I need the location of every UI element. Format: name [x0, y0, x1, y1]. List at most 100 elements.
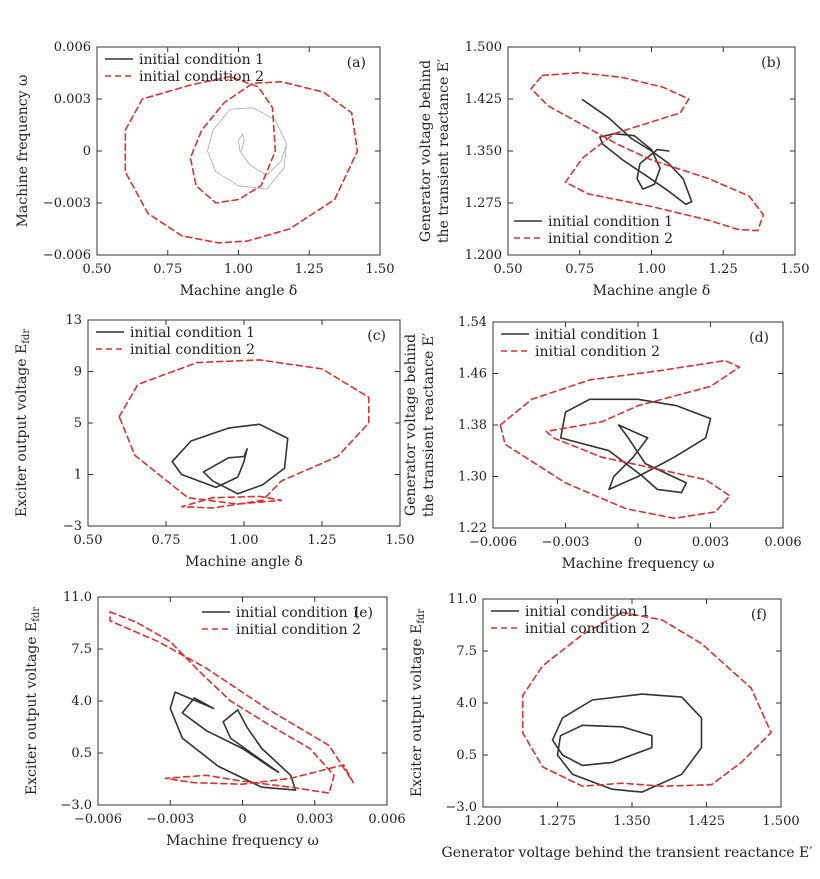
x-tick-label: −0.006	[74, 812, 122, 827]
x-tick-label: 0	[634, 535, 642, 550]
legend-label: initial condition 2	[525, 621, 650, 637]
y-tick-label: 1.46	[458, 367, 487, 382]
chart-panel-2: 0.50 0.75 1.00 1.25 1.50 1.200 1.275 1.350 1.425…	[418, 40, 809, 299]
legend-label: initial condition 1	[236, 605, 361, 621]
y-tick-label: 9	[74, 365, 82, 380]
chart-panel-6: 1.200 1.275 1.350 1.425 1.500 −3.0 0.5 4.0 7.5 11…	[409, 592, 812, 861]
y-tick-label: 1.38	[458, 418, 487, 433]
x-tick-label: −0.006	[469, 535, 517, 550]
series-line-2	[530, 71, 765, 232]
panel-label: (f)	[751, 607, 767, 623]
y-tick-label: 0.006	[54, 40, 91, 55]
x-tick-label: 1.200	[464, 814, 501, 829]
y-tick-label: −0.006	[43, 248, 91, 263]
x-axis-label: Machine frequency ω	[166, 833, 319, 849]
x-tick-label: 1.25	[709, 262, 738, 277]
y-tick-label: 0.5	[456, 748, 477, 763]
y-axis-label: Exciter output voltage Efdr	[409, 609, 427, 797]
x-tick-label: 1.25	[308, 533, 337, 548]
series-line-1	[171, 423, 289, 495]
series-line-1	[559, 398, 712, 494]
x-axis-label: Machine frequency ω	[562, 556, 715, 572]
legend-label: initial condition 1	[548, 214, 673, 230]
y-axis-label: Generator voltage behind the transient re…	[403, 333, 437, 517]
legend-label: initial condition 1	[139, 52, 264, 68]
y-tick-label: 13	[65, 313, 82, 328]
y-tick-label: 0.003	[54, 92, 91, 107]
y-tick-label: 0.5	[71, 746, 92, 761]
legend-label: initial condition 2	[548, 231, 673, 247]
chart-panel-1: 0.50 0.75 1.00 1.25 1.50 −0.006 −0.003 0 0.003 0.…	[15, 40, 394, 299]
x-tick-label: 1.500	[762, 814, 799, 829]
svg-text:Generator voltage behind: Generator voltage behind	[418, 60, 434, 242]
x-tick-label: −0.003	[146, 812, 194, 827]
y-tick-label: 11.0	[448, 592, 477, 607]
legend-label: initial condition 1	[535, 327, 660, 343]
x-axis-label: Machine angle δ	[593, 283, 711, 299]
x-tick-label: 0.75	[152, 533, 181, 548]
x-tick-label: 0.50	[83, 262, 112, 277]
chart-panel-5: −0.006 −0.003 0 0.003 0.006 −3.0 0.5 4.0 7.5 11.0…	[24, 590, 406, 849]
x-tick-label: 1.00	[637, 262, 666, 277]
x-tick-label: 0.006	[764, 535, 801, 550]
svg-text:Exciter output voltage Efdr: Exciter output voltage Efdr	[409, 609, 427, 797]
series-line-2	[499, 359, 741, 520]
chart-panel-4: −0.006 −0.003 0 0.003 0.006 1.22 1.30 1.38 1.46 1…	[403, 315, 802, 572]
svg-text:Exciter output voltage Efdr: Exciter output voltage Efdr	[24, 607, 42, 795]
x-tick-label: 1.425	[688, 814, 725, 829]
panel-label: (e)	[354, 605, 373, 621]
x-tick-label: 1.350	[613, 814, 650, 829]
x-tick-label: 0	[238, 812, 246, 827]
legend-label: initial condition 1	[130, 325, 255, 341]
x-tick-label: 0.50	[74, 533, 103, 548]
series-line-2	[124, 75, 359, 244]
y-tick-label: 0	[83, 144, 91, 159]
x-tick-label: −0.003	[541, 535, 589, 550]
svg-text:the transient reactance E′: the transient reactance E′	[421, 333, 437, 517]
y-tick-label: 1.30	[458, 470, 487, 485]
panel-label: (d)	[749, 330, 769, 346]
y-tick-label: 4.0	[456, 696, 477, 711]
y-tick-label: 1.500	[465, 40, 502, 55]
legend-label: initial condition 2	[236, 622, 361, 638]
y-tick-label: 1.425	[465, 92, 502, 107]
x-tick-label: 1.00	[230, 533, 259, 548]
x-tick-label: 1.00	[224, 262, 253, 277]
y-tick-label: 5	[74, 416, 82, 431]
y-tick-label: −3	[63, 519, 82, 534]
legend-label: initial condition 1	[525, 604, 650, 620]
y-tick-label: 7.5	[71, 642, 92, 657]
x-axis-label: Generator voltage behind the transient r…	[442, 845, 813, 861]
x-tick-label: 1.50	[366, 262, 395, 277]
svg-text:Exciter output voltage Efdr: Exciter output voltage Efdr	[14, 329, 32, 517]
legend-label: initial condition 2	[139, 69, 264, 85]
series-line-2	[118, 359, 370, 509]
series-line-2	[109, 611, 355, 794]
y-tick-label: 1.22	[458, 521, 487, 536]
svg-text:Machine frequency ω: Machine frequency ω	[15, 75, 31, 228]
y-tick-label: 11.0	[63, 590, 92, 605]
x-tick-label: 0.50	[494, 262, 523, 277]
series-line-1	[169, 691, 297, 791]
y-tick-label: 1.275	[465, 196, 502, 211]
y-tick-label: 1.350	[465, 144, 502, 159]
x-tick-label: 1.50	[781, 262, 810, 277]
chart-panel-3: 0.50 0.75 1.00 1.25 1.50 −3 1 5 9 13 (c) initial co…	[14, 313, 414, 570]
y-tick-label: −3.0	[445, 800, 477, 815]
panel-label: (a)	[347, 55, 366, 71]
y-tick-label: 1.200	[465, 248, 502, 263]
legend-label: initial condition 2	[535, 344, 660, 360]
series-line-1	[551, 693, 703, 793]
series-line-2	[521, 611, 772, 787]
y-tick-label: 4.0	[71, 694, 92, 709]
x-tick-label: 0.006	[368, 812, 405, 827]
series-line-1	[581, 98, 693, 206]
x-tick-label: 0.75	[153, 262, 182, 277]
